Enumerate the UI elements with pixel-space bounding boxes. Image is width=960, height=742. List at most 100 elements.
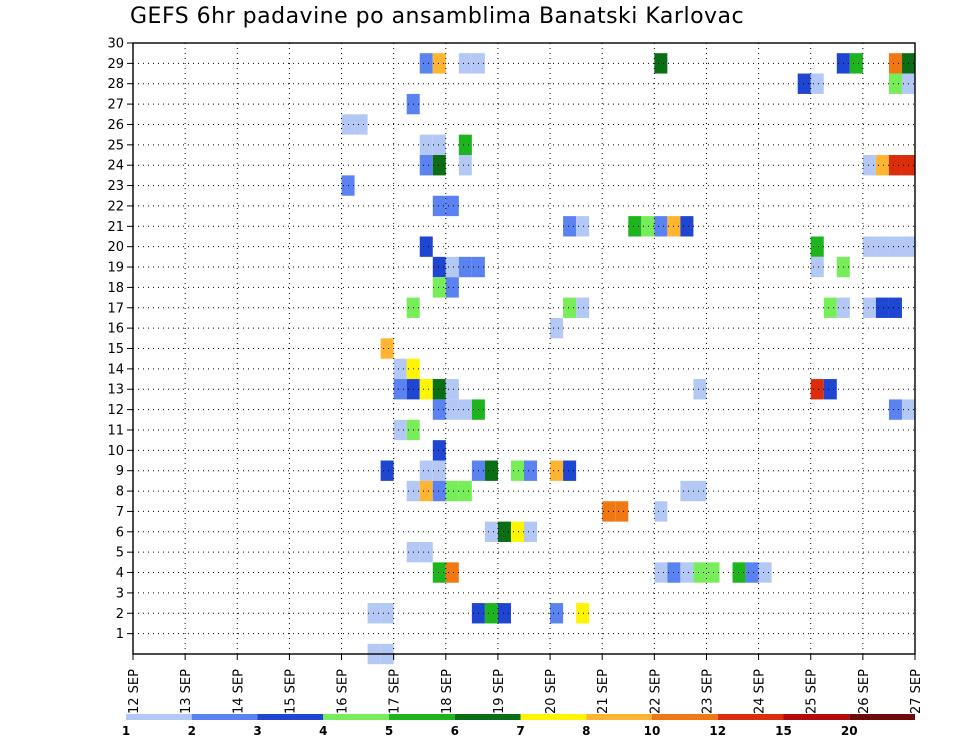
data-cell bbox=[550, 317, 564, 339]
x-tick-label: 21 SEP bbox=[596, 669, 611, 714]
x-tick-label: 26 SEP bbox=[857, 669, 872, 714]
data-cell bbox=[862, 297, 876, 318]
colorbar-label: 7 bbox=[516, 724, 524, 738]
data-cell bbox=[550, 460, 564, 481]
y-tick-label: 10 bbox=[107, 444, 124, 459]
data-cell bbox=[419, 155, 433, 176]
data-cell bbox=[484, 460, 498, 481]
data-cell bbox=[875, 236, 889, 257]
y-tick-label: 29 bbox=[107, 57, 124, 72]
colorbar-swatch bbox=[849, 714, 915, 720]
data-cell bbox=[680, 480, 694, 502]
x-tick-label: 20 SEP bbox=[544, 669, 559, 714]
data-cell bbox=[432, 460, 446, 481]
data-cell bbox=[576, 603, 590, 624]
data-cell bbox=[432, 256, 446, 278]
data-cell bbox=[419, 236, 433, 257]
data-cell bbox=[458, 399, 472, 420]
data-cell bbox=[458, 134, 472, 156]
data-cell bbox=[797, 73, 811, 94]
x-tick-label: 23 SEP bbox=[700, 669, 715, 714]
data-cell bbox=[576, 216, 590, 237]
colorbar-label: 10 bbox=[644, 724, 661, 738]
colorbar-label: 5 bbox=[385, 724, 393, 738]
y-tick-label: 20 bbox=[107, 240, 124, 255]
colorbar-label: 4 bbox=[319, 724, 327, 738]
data-cell bbox=[484, 521, 498, 542]
data-cell bbox=[432, 277, 446, 298]
x-tick-label: 17 SEP bbox=[388, 669, 403, 714]
data-cell bbox=[693, 480, 707, 502]
data-cell bbox=[654, 562, 668, 583]
y-tick-label: 1 bbox=[116, 627, 124, 642]
data-cell bbox=[445, 399, 459, 420]
data-cell bbox=[419, 379, 433, 400]
x-tick-label: 18 SEP bbox=[440, 669, 455, 714]
y-tick-label: 15 bbox=[107, 342, 124, 357]
data-cell bbox=[706, 562, 720, 583]
data-cell bbox=[354, 114, 368, 135]
data-cell bbox=[445, 277, 459, 298]
data-cell bbox=[380, 460, 394, 481]
data-cell bbox=[432, 399, 446, 420]
colorbar-swatch bbox=[783, 714, 850, 720]
data-cell bbox=[445, 195, 459, 217]
data-cell bbox=[888, 297, 902, 318]
data-cell bbox=[510, 521, 524, 542]
data-cell bbox=[432, 53, 446, 74]
data-cell bbox=[380, 603, 394, 624]
colorbar-swatch bbox=[717, 714, 784, 720]
data-cell bbox=[445, 379, 459, 400]
data-cell bbox=[810, 256, 824, 278]
data-cell bbox=[432, 195, 446, 217]
y-tick-label: 18 bbox=[107, 281, 124, 296]
colorbar-swatch bbox=[389, 714, 455, 720]
data-cell bbox=[615, 501, 629, 522]
data-cell bbox=[432, 155, 446, 176]
data-cell bbox=[810, 236, 824, 257]
y-tick-label: 30 bbox=[107, 37, 124, 52]
data-cell bbox=[458, 53, 472, 74]
data-cell bbox=[576, 297, 590, 318]
data-cell bbox=[862, 236, 876, 257]
y-tick-label: 24 bbox=[107, 159, 124, 174]
x-tick-label: 25 SEP bbox=[805, 669, 820, 714]
colorbar-swatch bbox=[652, 714, 718, 720]
y-tick-label: 13 bbox=[107, 383, 124, 398]
data-cell bbox=[393, 419, 407, 441]
colorbar-label: 12 bbox=[709, 724, 726, 738]
data-cell bbox=[875, 297, 889, 318]
x-tick-label: 22 SEP bbox=[648, 669, 663, 714]
data-cell bbox=[810, 73, 824, 94]
colorbar-swatch bbox=[191, 714, 258, 720]
data-cell bbox=[419, 541, 433, 563]
y-tick-label: 28 bbox=[107, 77, 124, 92]
data-cell bbox=[888, 155, 902, 176]
y-tick-label: 11 bbox=[107, 423, 124, 438]
colorbar-swatch bbox=[126, 714, 192, 720]
y-tick-label: 14 bbox=[107, 362, 124, 377]
data-cell bbox=[393, 379, 407, 400]
y-tick-label: 8 bbox=[116, 485, 124, 500]
data-cell bbox=[693, 562, 707, 583]
x-tick-label: 19 SEP bbox=[492, 669, 507, 714]
y-tick-label: 16 bbox=[107, 322, 124, 337]
data-cell bbox=[432, 440, 446, 461]
data-cell bbox=[524, 521, 538, 542]
data-cell bbox=[419, 53, 433, 74]
data-cell bbox=[693, 379, 707, 400]
data-cell bbox=[888, 236, 902, 257]
data-cell bbox=[432, 562, 446, 583]
data-cell bbox=[888, 73, 902, 94]
colorbar-label: 3 bbox=[253, 724, 261, 738]
data-cell bbox=[393, 358, 407, 380]
data-cell bbox=[380, 338, 394, 359]
y-tick-label: 3 bbox=[116, 586, 124, 601]
data-cell bbox=[680, 562, 694, 583]
colorbar-label: 1 bbox=[122, 724, 130, 738]
y-tick-label: 26 bbox=[107, 118, 124, 133]
y-tick-label: 5 bbox=[116, 546, 124, 561]
y-tick-label: 4 bbox=[116, 566, 124, 581]
y-tick-label: 21 bbox=[107, 220, 124, 235]
data-cell bbox=[367, 603, 381, 624]
